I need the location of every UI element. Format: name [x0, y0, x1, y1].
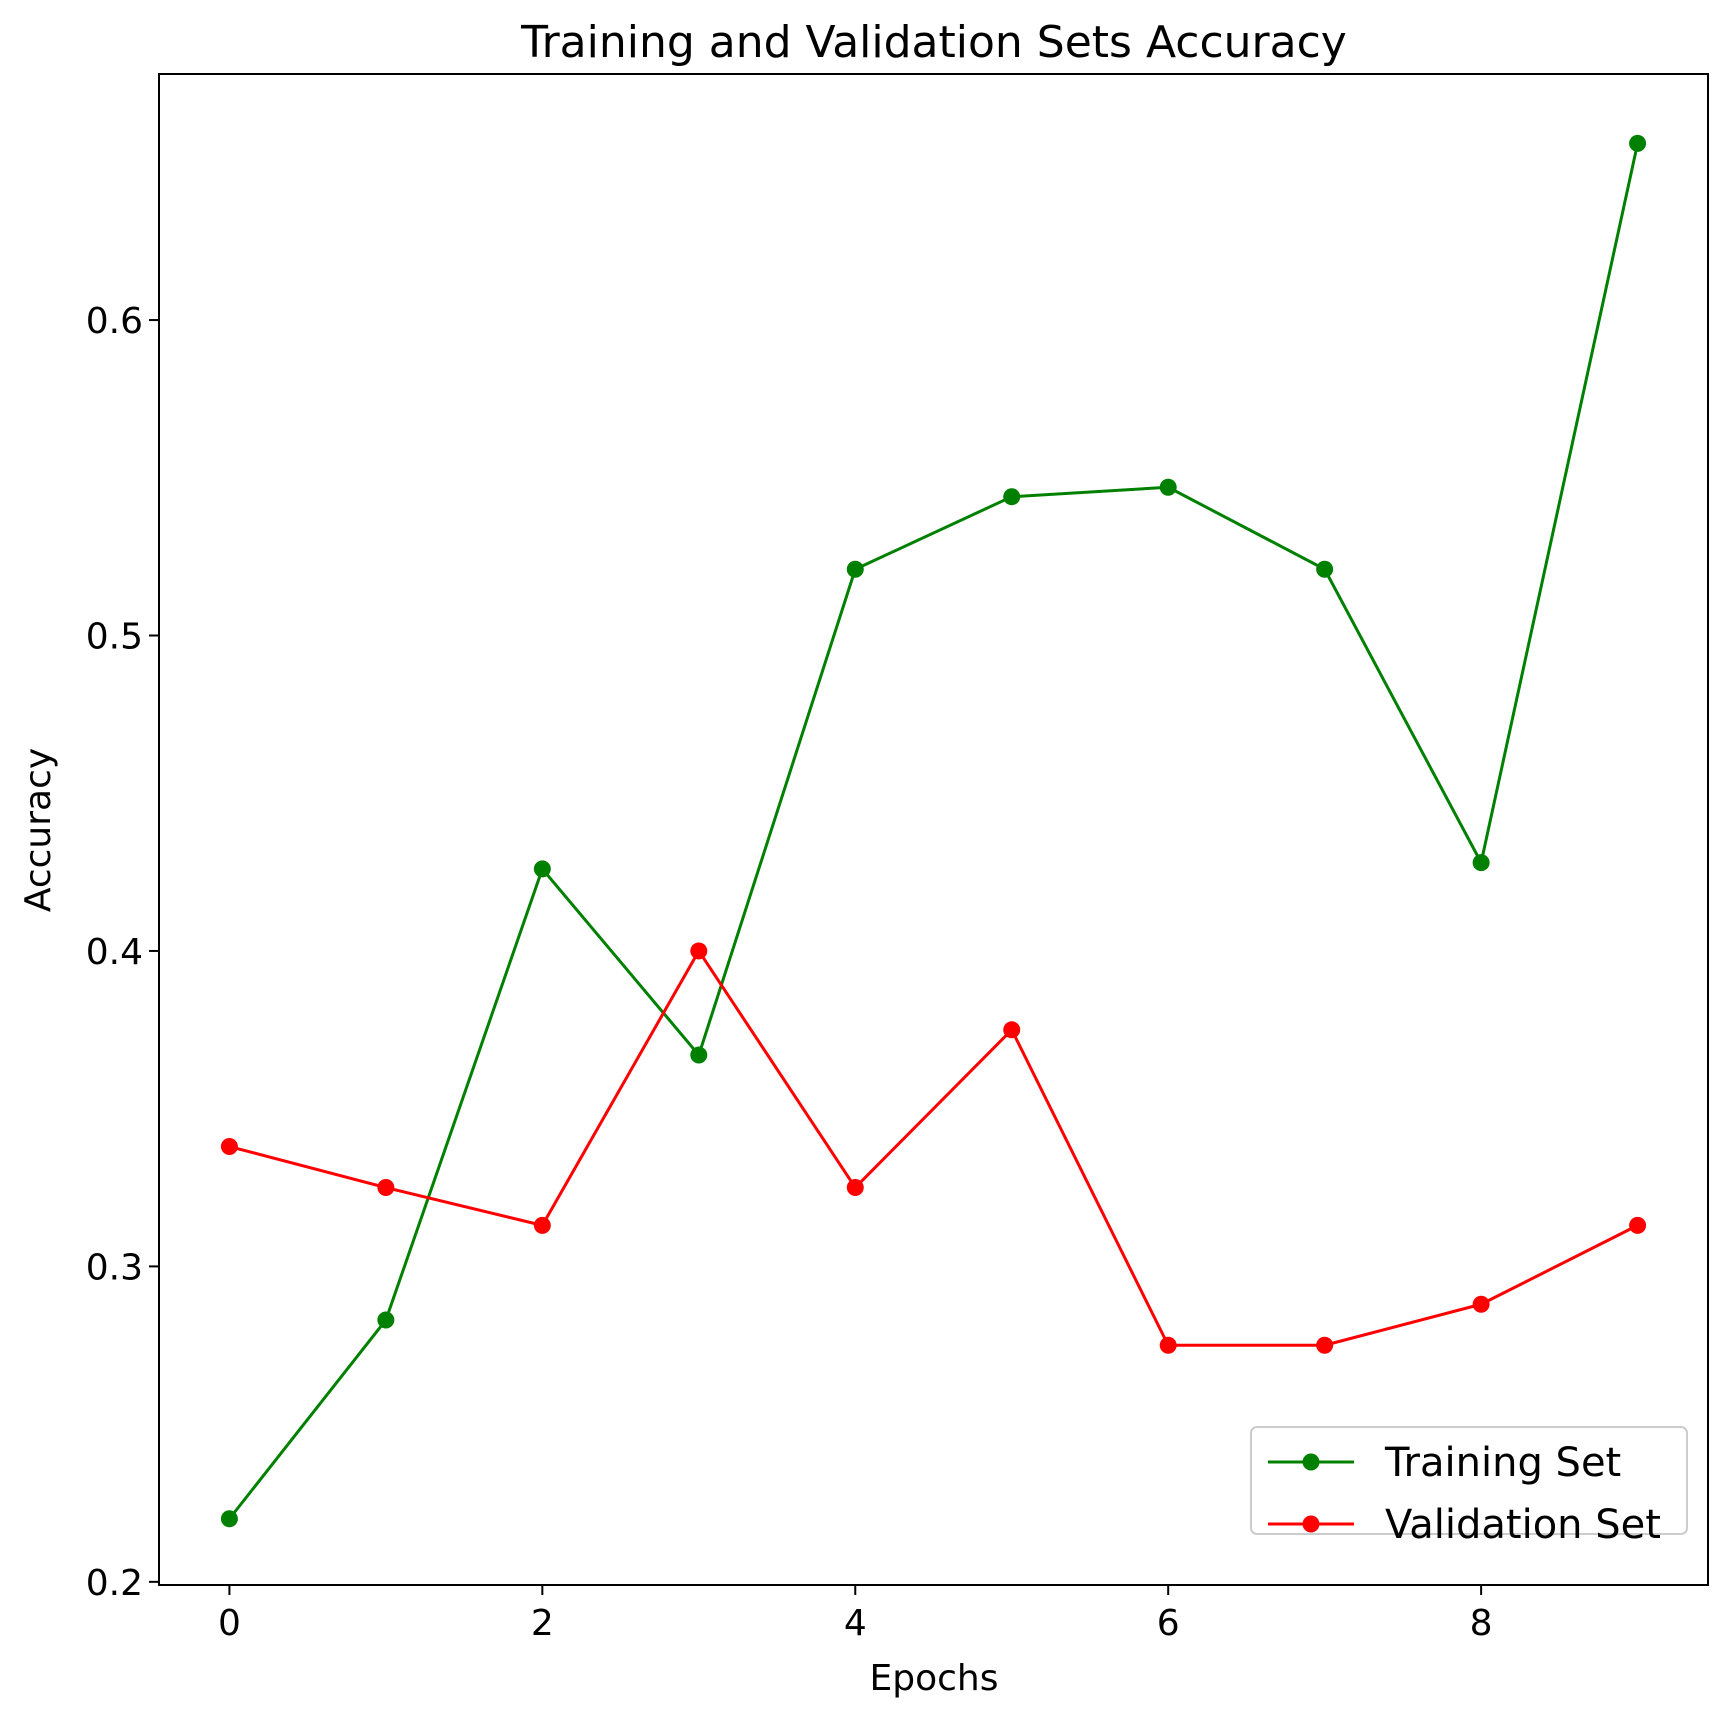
series-0-point — [1316, 561, 1333, 578]
y-tick-label: 0.2 — [86, 1563, 143, 1604]
series-0-point — [534, 860, 551, 877]
series-1-point — [1003, 1021, 1020, 1038]
chart-title: Training and Validation Sets Accuracy — [520, 17, 1347, 68]
series-1-point — [1160, 1337, 1177, 1354]
series-0-point — [1629, 135, 1646, 152]
x-tick-label: 4 — [844, 1603, 867, 1644]
legend-label: Training Set — [1384, 1440, 1621, 1486]
x-tick-label: 2 — [531, 1603, 554, 1644]
series-0-point — [377, 1312, 394, 1329]
x-tick-label: 8 — [1470, 1603, 1493, 1644]
series-1-point — [1629, 1217, 1646, 1234]
y-tick-label: 0.4 — [86, 932, 143, 973]
series-0-point — [1003, 488, 1020, 505]
series-1-point — [1316, 1337, 1333, 1354]
series-0-point — [847, 561, 864, 578]
y-tick-label: 0.3 — [86, 1247, 143, 1288]
series-1-point — [377, 1179, 394, 1196]
legend-swatch-marker — [1303, 1516, 1320, 1533]
series-0-point — [690, 1047, 707, 1064]
y-tick-label: 0.5 — [86, 616, 143, 657]
series-1-point — [534, 1217, 551, 1234]
legend-swatch-marker — [1303, 1454, 1320, 1471]
series-0-point — [221, 1510, 238, 1527]
series-1-point — [1473, 1296, 1490, 1313]
x-tick-label: 6 — [1157, 1603, 1180, 1644]
legend-label: Validation Set — [1385, 1502, 1661, 1548]
series-0-point — [1160, 479, 1177, 496]
series-1-point — [690, 942, 707, 959]
x-axis-label: Epochs — [870, 1658, 999, 1699]
x-tick-label: 0 — [218, 1603, 241, 1644]
series-1-point — [847, 1179, 864, 1196]
legend: Training Set Validation Set — [1251, 1427, 1687, 1548]
y-axis-label: Accuracy — [18, 748, 59, 912]
y-tick-label: 0.6 — [86, 301, 143, 342]
series-0-point — [1473, 854, 1490, 871]
series-1-point — [221, 1138, 238, 1155]
